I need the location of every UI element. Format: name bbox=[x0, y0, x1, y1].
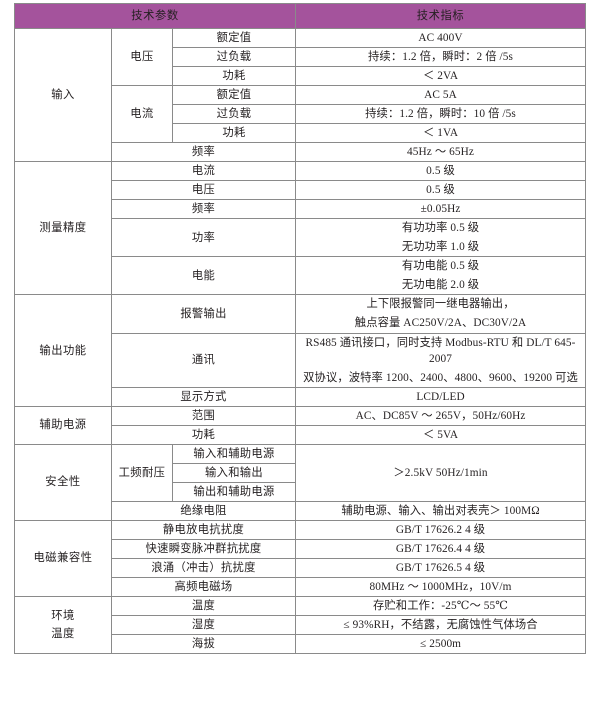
category-cell: 输入 bbox=[14, 27, 112, 163]
header-cell-specifications: 技术指标 bbox=[295, 3, 587, 29]
specification-value-cell: ±0.05Hz bbox=[295, 199, 587, 220]
table-row: 海拔 ≤ 2500m bbox=[15, 633, 587, 655]
parameter-name-cell: 频率 bbox=[110, 199, 297, 220]
table-row: 输出和辅助电源 bbox=[15, 481, 586, 502]
table-row: 过负载 持续：1.2 倍，瞬时：10 倍 /5s bbox=[15, 104, 587, 125]
specification-value-cell: AC 400V bbox=[295, 27, 587, 49]
specification-value-cell: ≤ 2500m bbox=[295, 633, 587, 655]
parameter-name-cell: 输入和输出 bbox=[171, 462, 297, 483]
parameter-name-cell: 功耗 bbox=[110, 424, 297, 445]
parameter-name-cell: 范围 bbox=[110, 405, 297, 426]
table-row: 频率 45Hz ～ 65Hz bbox=[15, 142, 587, 163]
specification-value-cell: GB/T 17626.5 4 级 bbox=[295, 557, 587, 578]
parameter-name-cell: 报警输出 bbox=[110, 294, 297, 334]
parameter-name-cell: 快速瞬变脉冲群抗扰度 bbox=[110, 538, 297, 559]
specification-value-cell: 持续：1.2 倍，瞬时：2 倍 /5s bbox=[295, 47, 587, 68]
parameter-name-cell: 输出和辅助电源 bbox=[171, 481, 297, 502]
subgroup-cell: 电流 bbox=[111, 85, 173, 144]
header-cell-parameters: 技术参数 bbox=[13, 3, 297, 29]
table-row: 湿度 ≤ 93%RH，不结露，无腐蚀性气体场合 bbox=[15, 614, 587, 636]
category-cell: 测量精度 bbox=[14, 161, 112, 296]
table-row: 功耗＜ 5VA bbox=[15, 424, 587, 445]
parameter-name-cell: 温度 bbox=[110, 595, 297, 616]
table-row: 功耗＜ 1VA bbox=[15, 123, 587, 144]
specification-value-cell: AC、DC85V ～ 265V，50Hz/60Hz bbox=[295, 405, 587, 426]
table-row: 电磁兼容性 静电放电抗扰度 GB/T 17626.2 4 级 bbox=[14, 519, 587, 597]
table-row: 电能 有功电能 0.5 级无功电能 2.0 级 bbox=[15, 256, 587, 296]
parameter-name-cell: 功率 bbox=[110, 218, 297, 258]
specification-value-cell: 存贮和工作：-25℃～ 55℃ bbox=[295, 595, 587, 616]
table-row: 高频电磁场 80MHz ～ 1000MHz，10V/m bbox=[15, 576, 587, 597]
subgroup-cell: 工频耐压 bbox=[111, 443, 173, 502]
specification-value-cell: GB/T 17626.2 4 级 bbox=[295, 519, 587, 540]
specification-value-cell: LCD/LED bbox=[295, 386, 587, 407]
parameter-name-cell: 电流 bbox=[110, 161, 297, 182]
specification-value-cell: ＜ 1VA bbox=[295, 123, 587, 144]
parameter-name-cell: 频率 bbox=[110, 142, 297, 163]
subgroup-cell: 电压 bbox=[111, 27, 173, 87]
table-row: 测量精度 电流 0.5 级 bbox=[14, 161, 587, 296]
specification-value-cell: 有功功率 0.5 级无功功率 1.0 级 bbox=[295, 218, 587, 258]
parameter-name-cell: 功耗 bbox=[171, 66, 297, 87]
specification-table: 技术参数 技术指标 输入 电压 额定值 AC 400V 过负载 持续：1.2 倍，瞬时：2… bbox=[13, 3, 587, 655]
specification-value-cell: RS485 通讯接口，同时支持 Modbus-RTU 和 DL/T 645-20… bbox=[295, 332, 587, 388]
parameter-name-cell: 功耗 bbox=[171, 123, 297, 144]
parameter-name-cell: 额定值 bbox=[171, 85, 297, 106]
table-row: 电压 0.5 级 bbox=[15, 180, 587, 201]
category-cell: 辅助电源 bbox=[14, 405, 112, 445]
specification-value-cell: 有功电能 0.5 级无功电能 2.0 级 bbox=[295, 256, 587, 296]
category-cell: 电磁兼容性 bbox=[14, 519, 112, 597]
category-cell: 环境 温度 bbox=[14, 595, 112, 655]
specification-value-cell: 45Hz ～ 65Hz bbox=[295, 142, 587, 163]
table-row: 输入和输出 bbox=[15, 462, 586, 483]
table-header: 技术参数 技术指标 bbox=[13, 3, 587, 29]
parameter-name-cell: 海拔 bbox=[110, 633, 297, 655]
parameter-name-cell: 湿度 bbox=[110, 614, 297, 636]
parameter-name-cell: 浪涌（冲击）抗扰度 bbox=[110, 557, 297, 578]
parameter-name-cell: 过负载 bbox=[171, 104, 297, 125]
table-row: 安全性 工频耐压 输入和辅助电源 ＞2.5kV 50Hz/1min bbox=[14, 443, 587, 521]
table-row: 辅助电源 范围 AC、DC85V ～ 265V，50Hz/60Hz bbox=[14, 405, 587, 445]
table-row: 绝缘电阻 辅助电源、输入、输出对表壳＞ 100MΩ bbox=[15, 500, 587, 521]
parameter-name-cell: 显示方式 bbox=[110, 386, 297, 407]
parameter-name-cell: 额定值 bbox=[171, 27, 297, 49]
parameter-name-cell: 电能 bbox=[110, 256, 297, 296]
table-row: 输入 电压 额定值 AC 400V bbox=[14, 27, 587, 163]
parameter-name-cell: 过负载 bbox=[171, 47, 297, 68]
table-row: 输出功能 报警输出 上下限报警同一继电器输出， 触点容量 AC250V/2A、DC30… bbox=[14, 294, 587, 407]
parameter-name-cell: 绝缘电阻 bbox=[110, 500, 297, 521]
specification-value-cell: ＜ 5VA bbox=[295, 424, 587, 445]
parameter-name-cell: 输入和辅助电源 bbox=[171, 443, 297, 464]
specification-value-cell: ≤ 93%RH，不结露，无腐蚀性气体场合 bbox=[295, 614, 587, 636]
table-row: 通讯 RS485 通讯接口，同时支持 Modbus-RTU 和 DL/T 645-… bbox=[15, 332, 587, 388]
specification-value-cell: ＞2.5kV 50Hz/1min bbox=[295, 443, 587, 502]
specification-value-cell: 上下限报警同一继电器输出， 触点容量 AC250V/2A、DC30V/2A bbox=[295, 294, 587, 334]
specification-value-cell: AC 5A bbox=[295, 85, 587, 106]
specification-value-cell: 80MHz ～ 1000MHz，10V/m bbox=[295, 576, 587, 597]
specification-value-cell: GB/T 17626.4 4 级 bbox=[295, 538, 587, 559]
category-cell: 安全性 bbox=[14, 443, 112, 521]
specification-value-cell: 持续：1.2 倍，瞬时：10 倍 /5s bbox=[295, 104, 587, 125]
table-row: 显示方式 LCD/LED bbox=[15, 386, 587, 407]
table-body: 输入 电压 额定值 AC 400V 过负载 持续：1.2 倍，瞬时：2 倍 /5s 功耗＜ … bbox=[14, 27, 587, 655]
specification-value-cell: 0.5 级 bbox=[295, 161, 587, 182]
parameter-name-cell: 静电放电抗扰度 bbox=[110, 519, 297, 540]
category-cell: 输出功能 bbox=[14, 294, 112, 407]
specification-value-cell: ＜ 2VA bbox=[295, 66, 587, 87]
parameter-name-cell: 高频电磁场 bbox=[110, 576, 297, 597]
table-row: 环境 温度 温度 存贮和工作：-25℃～ 55℃ bbox=[14, 595, 587, 655]
specification-value-cell: 辅助电源、输入、输出对表壳＞ 100MΩ bbox=[295, 500, 587, 521]
parameter-name-cell: 电压 bbox=[110, 180, 297, 201]
header-row: 技术参数 技术指标 bbox=[13, 3, 587, 29]
specification-value-cell: 0.5 级 bbox=[295, 180, 587, 201]
parameter-name-cell: 通讯 bbox=[110, 332, 297, 388]
